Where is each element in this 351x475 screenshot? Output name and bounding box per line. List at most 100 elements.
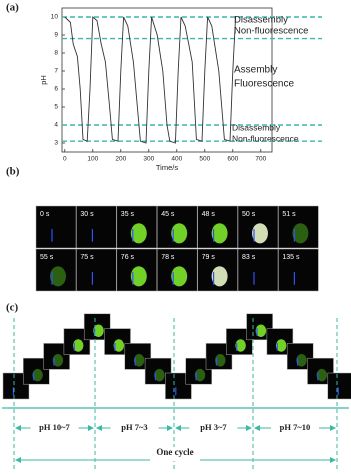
plot-frame [61, 7, 273, 153]
label-bg [150, 447, 200, 461]
frame [197, 248, 238, 292]
stage-label: pH 7~3 [121, 422, 147, 432]
frame-time: 76 s [121, 254, 135, 261]
frame [35, 205, 77, 249]
fluorescence [32, 368, 43, 382]
frame-time: 55 s [40, 254, 54, 261]
data-line [64, 16, 237, 144]
frame-time: 79 s [202, 254, 216, 261]
image-tile [35, 205, 77, 249]
x-tick-label: 700 [255, 156, 266, 163]
image-tile [278, 248, 319, 292]
fluorescence [235, 339, 246, 352]
y-tick-label: 6 [54, 86, 58, 93]
fluorescence [171, 223, 188, 244]
x-tick-label: 0 [63, 156, 67, 163]
annotation: Fluorescence [234, 79, 294, 90]
annotation: Assembly [234, 65, 277, 76]
fluorescence [130, 223, 147, 244]
fluorescence [130, 266, 147, 287]
frame [237, 248, 279, 292]
fluorescence [316, 368, 327, 382]
fluorescence [276, 339, 287, 352]
frame-time: 78 s [161, 254, 175, 261]
stage-image [327, 372, 351, 400]
image-tile [76, 205, 117, 249]
stage-image [226, 328, 253, 355]
stage-label: pH 10~7 [39, 422, 70, 432]
frame [156, 248, 198, 292]
frame [278, 205, 319, 249]
panel-label: (b) [6, 166, 20, 178]
fluorescence [93, 324, 104, 337]
image-tile [327, 372, 351, 400]
frame [116, 205, 158, 249]
image-tile [76, 248, 117, 292]
frame-time: 135 s [282, 254, 300, 261]
x-tick-label: 600 [227, 156, 238, 163]
fluorescence [252, 223, 268, 244]
fluorescence [171, 266, 188, 287]
x-tick-label: 300 [143, 156, 154, 163]
fluorescence [113, 339, 125, 352]
frame [116, 248, 158, 292]
y-tick-label: 10 [51, 14, 59, 21]
fluorescence [211, 266, 228, 287]
fluorescence [215, 354, 226, 367]
y-tick-label: 4 [54, 122, 58, 129]
fluorescence [50, 266, 66, 287]
x-tick-label: 400 [171, 156, 182, 163]
x-tick-label: 500 [199, 156, 210, 163]
x-tick-label: 100 [87, 156, 98, 163]
label-bg [110, 421, 159, 435]
fluorescence [255, 324, 267, 337]
fluorescence [73, 339, 84, 352]
frame-time: 83 s [242, 254, 256, 261]
fluorescence [194, 368, 206, 382]
annotation: Disassembly [234, 15, 288, 26]
y-axis-label: pH [39, 75, 48, 85]
frame-time: 45 s [161, 211, 175, 218]
x-axis-label: Time/s [156, 163, 178, 172]
stage-image [246, 313, 273, 341]
image-tile [237, 248, 279, 292]
fluorescence [52, 354, 64, 367]
y-tick-label: 9 [54, 32, 58, 39]
label-bg [271, 421, 319, 435]
y-tick-label: 5 [54, 104, 58, 111]
frame-time: 51 s [282, 211, 296, 218]
frame [76, 205, 117, 249]
cycle-label: One cycle [156, 447, 193, 457]
frame [156, 205, 198, 249]
frame [278, 248, 319, 292]
stage-image [83, 313, 111, 341]
frame [35, 248, 77, 292]
frame [76, 248, 117, 292]
frame-time: 75 s [80, 254, 94, 261]
label-bg [30, 421, 79, 435]
y-tick-label: 8 [54, 50, 58, 57]
fluorescence [154, 368, 165, 382]
panel-label: (c) [6, 302, 19, 314]
frame-time: 30 s [80, 211, 94, 218]
fluorescence [292, 223, 309, 244]
stage-label: pH 7~10 [280, 422, 311, 432]
frame-time: 48 s [202, 211, 216, 218]
y-tick-label: 7 [54, 68, 58, 75]
fluorescence [211, 223, 228, 244]
annotation: Disassembly [232, 122, 281, 132]
x-tick-label: 200 [115, 156, 126, 163]
label-bg [189, 421, 238, 435]
stage-label: pH 3~7 [200, 422, 227, 432]
y-tick-label: 3 [54, 140, 58, 147]
annotation: Non-fluorescence [232, 133, 299, 143]
fluorescence [296, 354, 307, 367]
annotation: Non-fluorescence [234, 26, 308, 37]
frame-time: 50 s [242, 211, 256, 218]
fluorescence [133, 354, 145, 367]
frame-time: 0 s [40, 211, 50, 218]
frame [237, 205, 279, 249]
